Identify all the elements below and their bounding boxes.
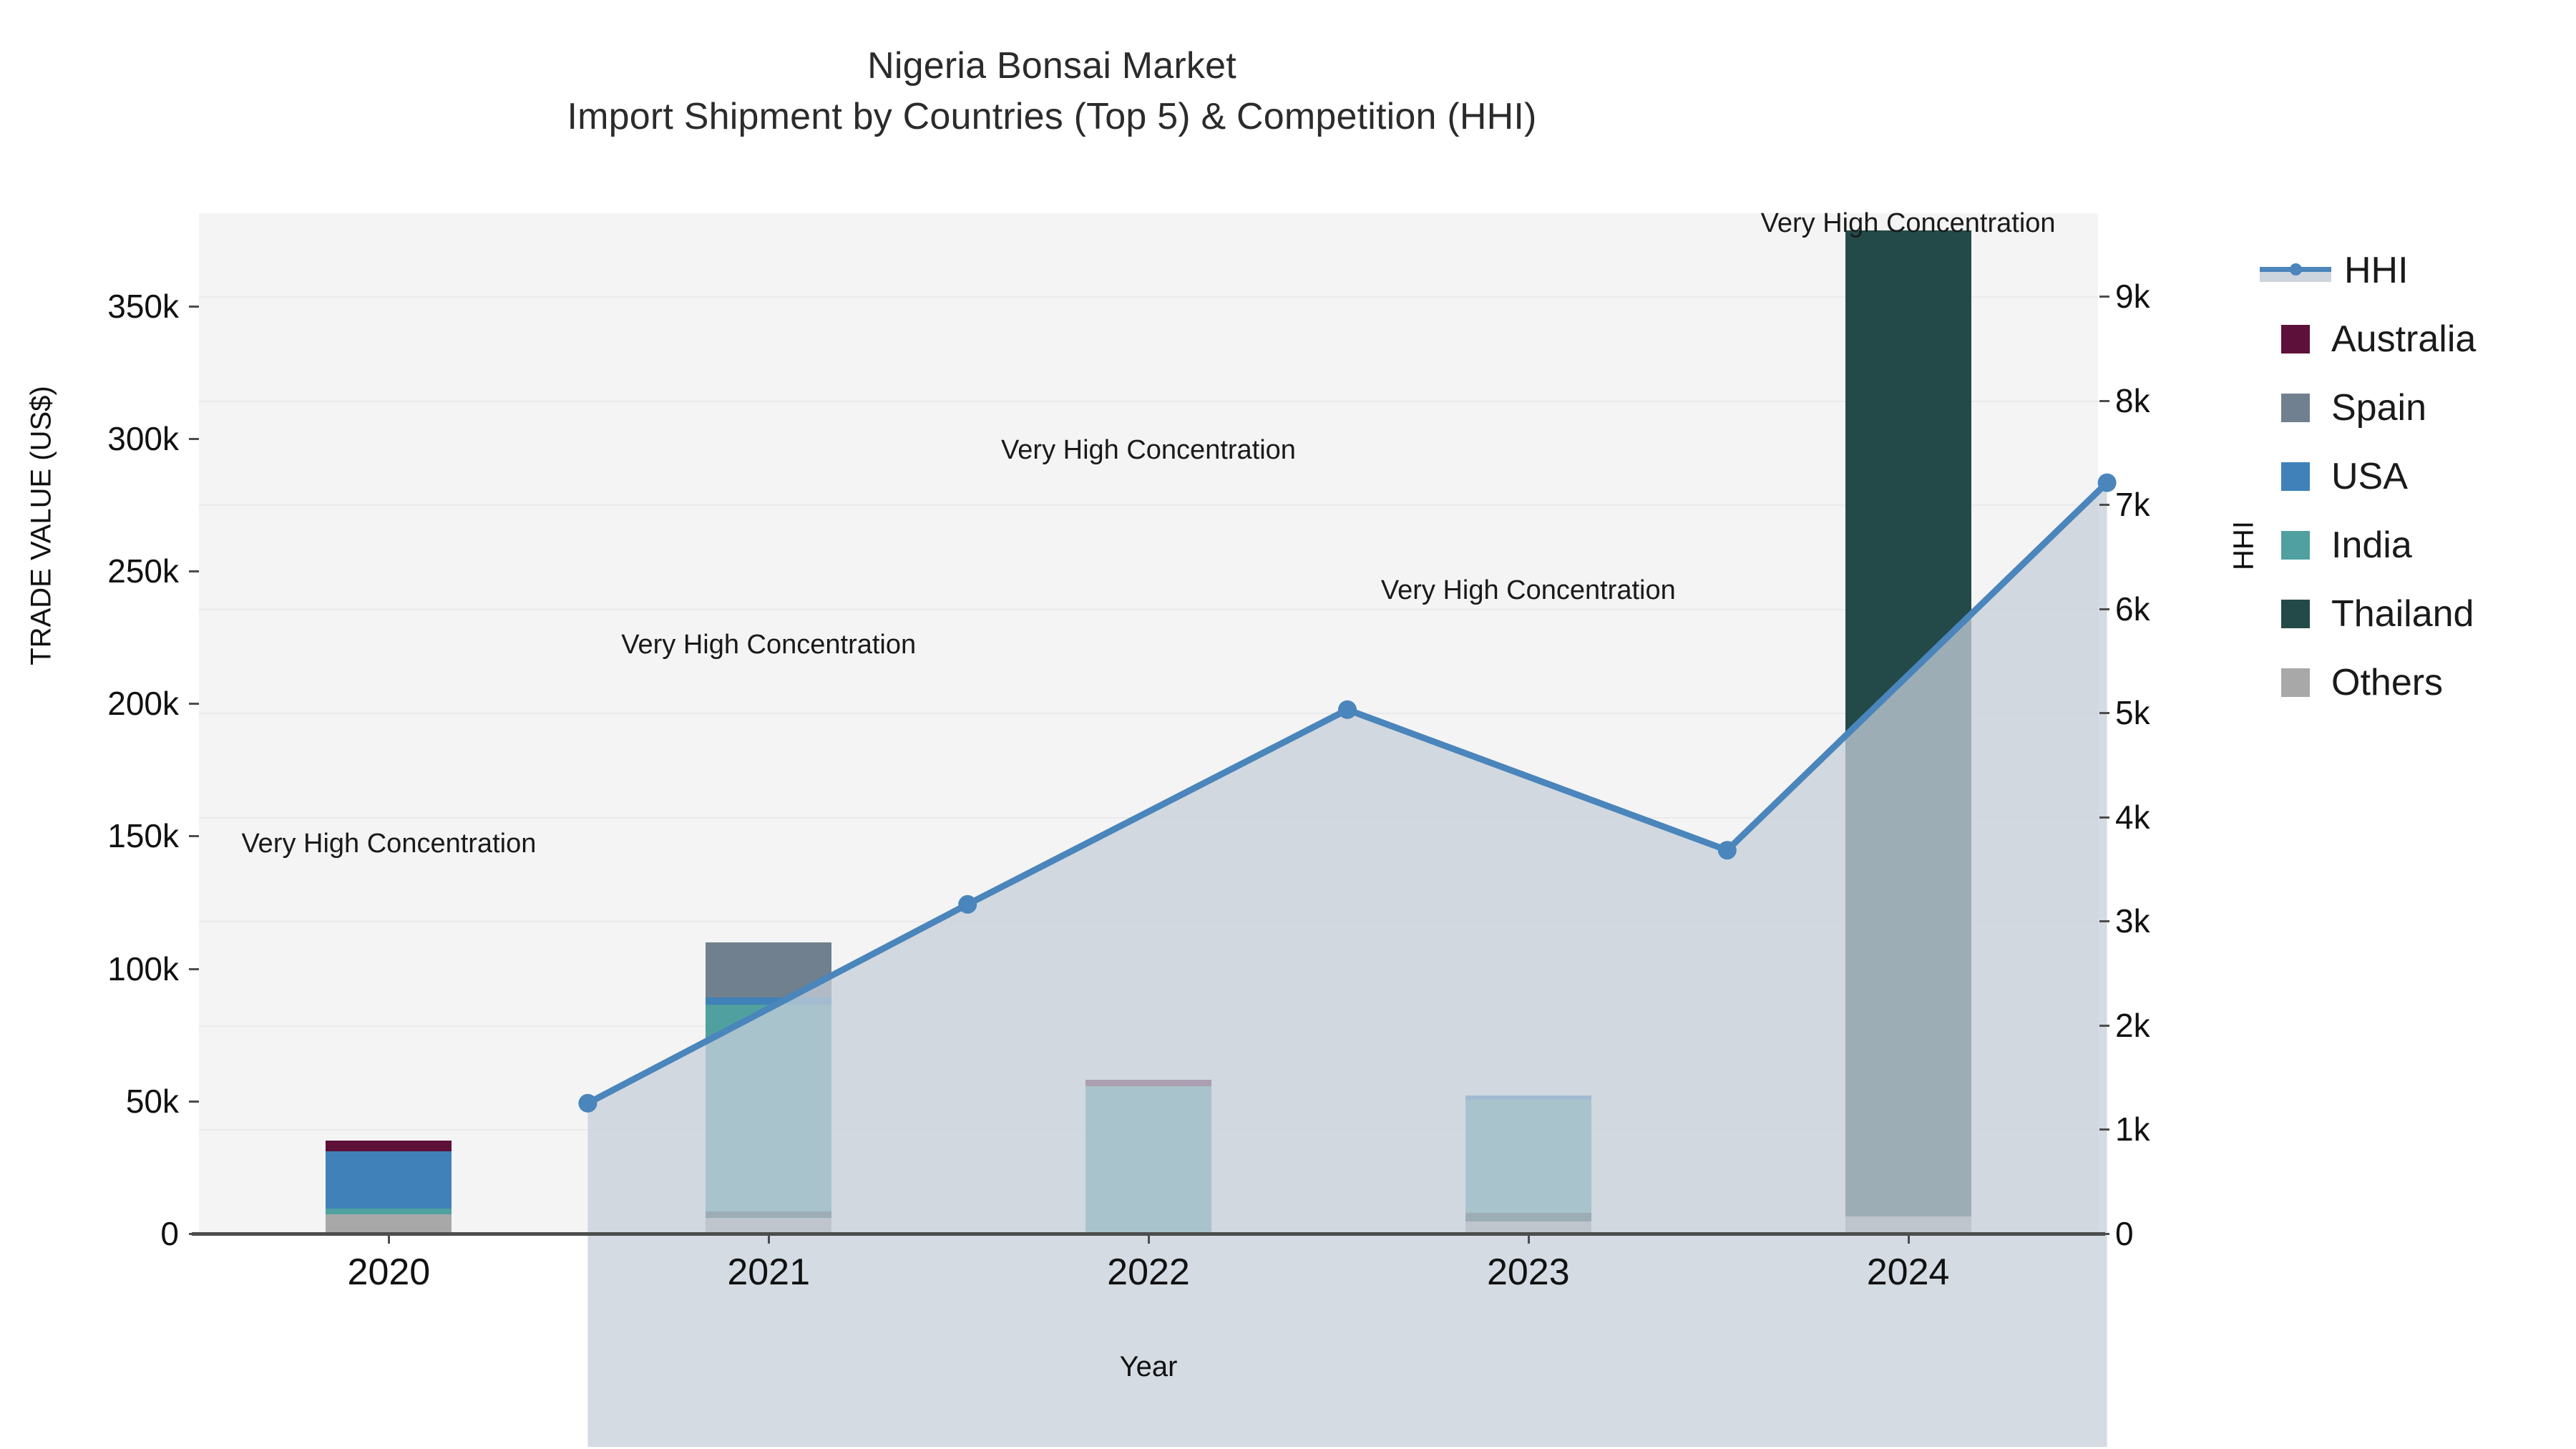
hhi-point-annotation: Very High Concentration xyxy=(621,629,917,660)
gridline xyxy=(199,400,2098,402)
legend-item-hhi[interactable]: HHI xyxy=(2260,236,2567,305)
legend-item-label: Others xyxy=(2331,662,2444,703)
legend-item-label: HHI xyxy=(2344,250,2409,291)
legend-swatch-icon xyxy=(2281,394,2310,422)
y-axis-left-tick-mark xyxy=(189,703,199,706)
gridline xyxy=(199,713,2098,715)
y-axis-left-tick-label: 50k xyxy=(125,1082,179,1120)
y-axis-right-tick-label: 2k xyxy=(2115,1006,2150,1044)
y-axis-right-tick-mark xyxy=(2099,504,2109,507)
y-axis-right-title: HHI xyxy=(2228,521,2260,570)
legend: HHI Australia Spain USA India Thailand Others xyxy=(2260,236,2567,717)
y-axis-left-tick-label: 250k xyxy=(107,552,179,590)
legend-swatch-icon xyxy=(2281,600,2310,628)
y-axis-right-tick-mark xyxy=(2099,296,2109,298)
y-axis-right-tick-mark xyxy=(2099,1024,2109,1027)
gridline xyxy=(199,608,2098,610)
y-axis-left-tick-label: 100k xyxy=(107,950,179,987)
x-axis-tick-mark xyxy=(388,1234,391,1244)
y-axis-right-tick-label: 6k xyxy=(2115,590,2150,628)
legend-line-marker-icon xyxy=(2260,256,2331,285)
hhi-point-annotation: Very High Concentration xyxy=(1760,208,2056,238)
y-axis-left-tick-mark xyxy=(189,437,199,440)
bar-segment-others xyxy=(326,1214,452,1234)
legend-item-label: USA xyxy=(2331,456,2408,497)
hhi-point-annotation: Very High Concentration xyxy=(1380,575,1676,606)
chart-title: Nigeria Bonsai Market Import Shipment by… xyxy=(0,44,2104,140)
y-axis-left-tick-label: 150k xyxy=(107,817,179,855)
legend-swatch-icon xyxy=(2281,531,2310,560)
legend-swatch-icon xyxy=(2281,668,2310,697)
hhi-markers xyxy=(578,473,2117,1113)
legend-item-spain[interactable]: Spain xyxy=(2281,374,2567,442)
y-axis-right-tick-mark xyxy=(2099,816,2109,819)
y-axis-right-tick-label: 8k xyxy=(2115,381,2150,419)
x-axis-tick-label: 2024 xyxy=(1866,1252,1950,1293)
x-axis-tick-label: 2023 xyxy=(1486,1252,1570,1293)
x-axis-tick-mark xyxy=(768,1234,771,1244)
bar-segment-usa xyxy=(326,1151,452,1209)
x-axis-tick-mark xyxy=(1907,1234,1910,1244)
x-axis-tick-mark xyxy=(1527,1234,1530,1244)
hhi-marker xyxy=(2097,473,2117,492)
y-axis-right-tick-label: 9k xyxy=(2115,278,2150,316)
x-axis-tick-label: 2020 xyxy=(347,1252,431,1293)
y-axis-left-tick-label: 0 xyxy=(160,1215,179,1252)
y-axis-left-tick-label: 300k xyxy=(107,419,179,457)
y-axis-right-tick-mark xyxy=(2099,920,2109,923)
y-axis-left-title: TRADE VALUE (US$) xyxy=(25,386,57,665)
y-axis-right-tick-label: 3k xyxy=(2115,902,2150,940)
y-axis-right-tick-label: 1k xyxy=(2115,1111,2150,1148)
y-axis-left-tick-label: 200k xyxy=(107,685,179,723)
plot-area xyxy=(199,213,2117,1447)
hhi-area-fill xyxy=(587,482,2107,1447)
gridline xyxy=(199,296,2098,298)
legend-item-label: India xyxy=(2331,525,2412,566)
bar-segment-australia xyxy=(326,1140,452,1152)
hhi-line-layer xyxy=(578,473,2117,1447)
legend-item-thailand[interactable]: Thailand xyxy=(2281,580,2567,648)
x-axis-tick-label: 2021 xyxy=(727,1252,811,1293)
y-axis-right-tick-mark xyxy=(2099,399,2109,402)
x-axis-tick-label: 2022 xyxy=(1107,1252,1190,1293)
legend-swatch-icon xyxy=(2281,325,2310,353)
legend-item-label: Thailand xyxy=(2331,593,2474,635)
hhi-marker xyxy=(1717,841,1737,860)
hhi-point-annotation: Very High Concentration xyxy=(1001,434,1296,465)
y-axis-left-tick-mark xyxy=(189,835,199,838)
y-axis-right-tick-mark xyxy=(2099,1233,2109,1235)
legend-item-australia[interactable]: Australia xyxy=(2281,305,2567,374)
bar-segment-usa xyxy=(706,997,832,1005)
bar-segment-india xyxy=(326,1208,452,1214)
legend-item-label: Spain xyxy=(2331,387,2426,429)
hhi-marker xyxy=(958,894,977,914)
x-axis-tick-mark xyxy=(1148,1234,1150,1244)
chart-title-line2: Import Shipment by Countries (Top 5) & C… xyxy=(567,96,1537,138)
y-axis-right-tick-label: 4k xyxy=(2115,798,2150,836)
y-axis-left-tick-mark xyxy=(189,305,199,308)
legend-item-usa[interactable]: USA xyxy=(2281,442,2567,511)
y-axis-left-tick-label: 350k xyxy=(107,287,179,325)
y-axis-right-tick-mark xyxy=(2099,1128,2109,1131)
y-axis-left-tick-mark xyxy=(189,570,199,573)
hhi-marker xyxy=(1338,700,1357,719)
legend-item-india[interactable]: India xyxy=(2281,511,2567,580)
y-axis-right-tick-label: 5k xyxy=(2115,694,2150,732)
y-axis-left-tick-mark xyxy=(189,1100,199,1103)
legend-item-others[interactable]: Others xyxy=(2281,648,2567,717)
x-axis-title: Year xyxy=(1119,1351,1178,1382)
y-axis-right-tick-mark xyxy=(2099,712,2109,715)
y-axis-left-tick-mark xyxy=(189,967,199,970)
y-axis-right-tick-label: 7k xyxy=(2115,486,2150,524)
y-axis-right-tick-mark xyxy=(2099,608,2109,610)
hhi-marker xyxy=(578,1093,597,1113)
y-axis-left-tick-mark xyxy=(189,1233,199,1235)
chart-title-line1: Nigeria Bonsai Market xyxy=(867,45,1236,87)
hhi-point-annotation: Very High Concentration xyxy=(241,828,537,859)
legend-swatch-icon xyxy=(2281,462,2310,491)
y-axis-right-tick-label: 0 xyxy=(2115,1215,2134,1252)
legend-item-label: Australia xyxy=(2331,318,2477,360)
gridline xyxy=(199,504,2098,507)
